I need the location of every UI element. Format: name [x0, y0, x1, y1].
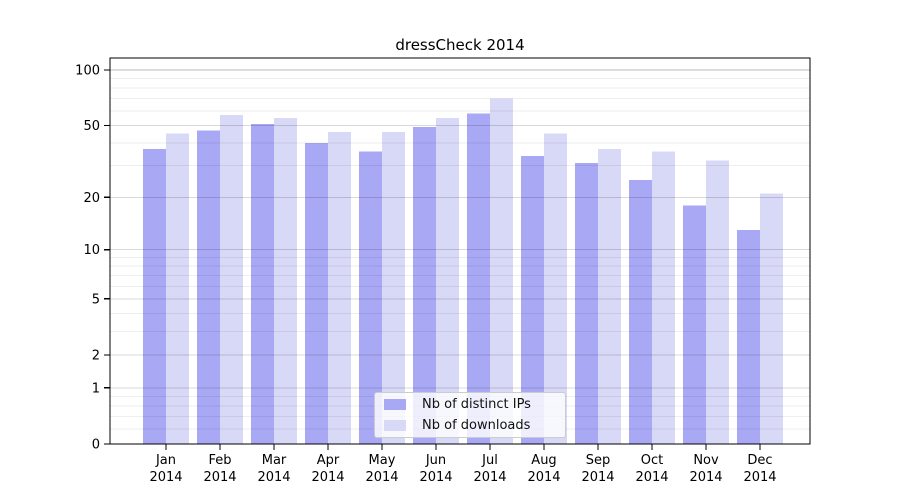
legend-label-downloads: Nb of downloads: [422, 418, 531, 433]
x-tick-month: Feb: [208, 453, 231, 468]
bar-downloads-dec: [760, 193, 783, 444]
legend-label-distinct-ips: Nb of distinct IPs: [422, 397, 531, 412]
bar-distinct-ips-jan: [143, 149, 166, 444]
bar-distinct-ips-apr: [305, 143, 328, 444]
y-tick-label: 5: [92, 292, 100, 307]
y-tick-label: 0: [92, 438, 100, 453]
x-tick-year: 2014: [635, 470, 668, 485]
legend-item-downloads: Nb of downloads: [375, 418, 565, 434]
bar-distinct-ips-jul: [467, 113, 490, 444]
bar-distinct-ips-nov: [683, 205, 706, 444]
x-tick-month: Sep: [586, 453, 611, 468]
x-tick-month: Jun: [425, 453, 446, 468]
y-tick-label: 1: [92, 381, 100, 396]
bar-distinct-ips-sep: [575, 163, 598, 444]
x-tick-year: 2014: [149, 470, 182, 485]
bar-distinct-ips-may: [359, 151, 382, 444]
legend-swatch-distinct-ips: [384, 399, 406, 410]
x-tick-year: 2014: [473, 470, 506, 485]
x-tick-year: 2014: [365, 470, 398, 485]
bar-downloads-may: [382, 132, 405, 444]
x-tick-year: 2014: [527, 470, 560, 485]
x-tick-year: 2014: [581, 470, 614, 485]
legend-item-distinct-ips: Nb of distinct IPs: [375, 397, 565, 413]
y-tick-label: 2: [92, 349, 100, 364]
x-tick-year: 2014: [257, 470, 290, 485]
x-tick-month: Aug: [531, 453, 556, 468]
bar-distinct-ips-oct: [629, 180, 652, 444]
y-tick-label: 20: [83, 191, 100, 206]
y-tick-label: 100: [75, 64, 100, 79]
legend: Nb of distinct IPs Nb of downloads: [374, 392, 566, 438]
x-tick-month: May: [369, 453, 396, 468]
x-tick-month: Jul: [481, 453, 498, 468]
bar-distinct-ips-aug: [521, 155, 544, 444]
bar-distinct-ips-mar: [251, 123, 274, 445]
x-tick-month: Mar: [262, 453, 287, 468]
y-tick-label: 10: [83, 243, 100, 258]
bar-downloads-feb: [220, 114, 243, 445]
bar-downloads-nov: [706, 160, 729, 444]
x-tick-year: 2014: [743, 470, 776, 485]
x-tick-month: Nov: [693, 453, 719, 468]
bar-downloads-aug: [544, 133, 567, 444]
x-tick-month: Jan: [155, 453, 176, 468]
bar-downloads-jul: [490, 98, 513, 444]
bar-downloads-jun: [436, 117, 459, 445]
bar-downloads-jan: [166, 133, 189, 444]
bar-distinct-ips-feb: [197, 130, 220, 445]
bar-downloads-apr: [328, 132, 351, 444]
x-tick-year: 2014: [203, 470, 236, 485]
bar-distinct-ips-jun: [413, 127, 436, 444]
x-tick-year: 2014: [311, 470, 344, 485]
bar-downloads-sep: [598, 149, 621, 444]
bar-distinct-ips-dec: [737, 230, 760, 444]
x-tick-month: Oct: [641, 453, 663, 468]
chart-title: dressCheck 2014: [395, 36, 525, 54]
bar-downloads-mar: [274, 117, 297, 445]
bar-downloads-oct: [652, 151, 675, 444]
y-tick-label: 50: [83, 119, 100, 134]
plot-border: [109, 57, 811, 445]
x-tick-year: 2014: [689, 470, 722, 485]
x-tick-month: Dec: [747, 453, 772, 468]
legend-swatch-downloads: [384, 420, 406, 431]
x-tick-month: Apr: [317, 453, 340, 468]
x-tick-year: 2014: [419, 470, 452, 485]
